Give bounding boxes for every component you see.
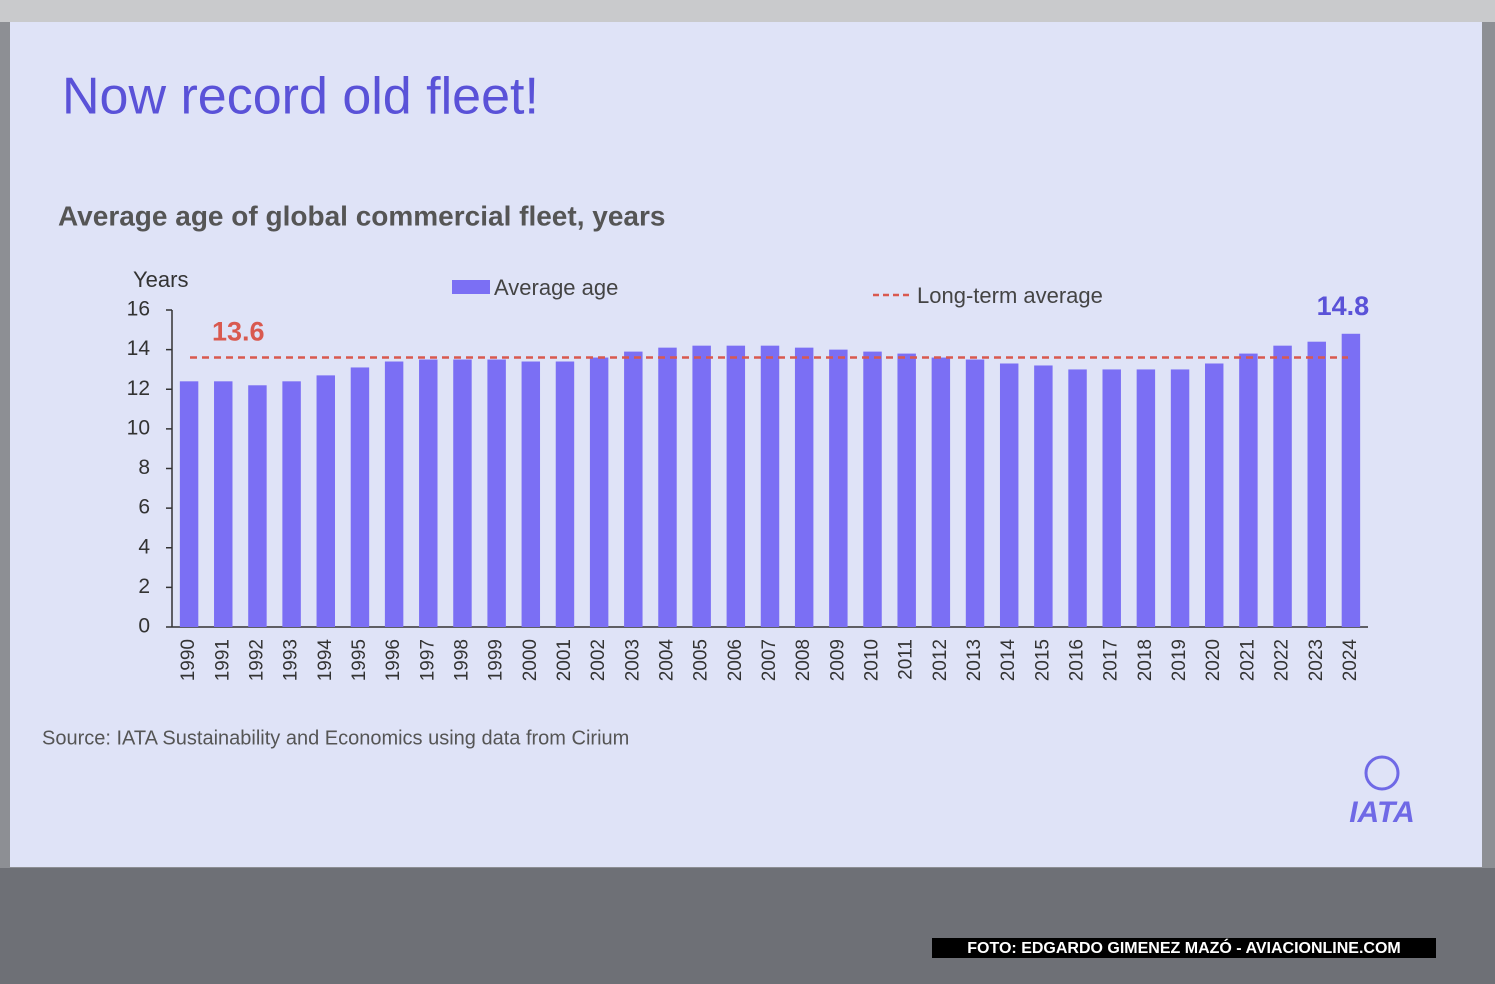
x-tick-label: 1995 (349, 639, 370, 681)
bar (1136, 369, 1156, 627)
bar (726, 345, 746, 627)
x-tick-label: 2003 (622, 639, 643, 681)
y-tick-label: 14 (127, 337, 151, 360)
room (0, 868, 1495, 984)
x-tick-label: 2021 (1237, 639, 1258, 681)
bar (897, 353, 916, 627)
bar (794, 347, 814, 627)
x-tick-label: 2019 (1169, 639, 1190, 681)
ceiling (0, 0, 1495, 22)
y-tick-label: 10 (127, 416, 150, 439)
bar (248, 385, 267, 627)
logo: IATA (1349, 796, 1415, 829)
bar (863, 351, 882, 627)
bar (316, 375, 335, 627)
x-tick-label: 1990 (178, 639, 199, 681)
bar (453, 359, 472, 627)
x-tick-label: 2004 (657, 639, 678, 682)
x-tick-label: 2011 (896, 639, 917, 680)
x-tick-label: 2002 (588, 639, 609, 681)
x-tick-label: 2000 (520, 639, 541, 681)
bar (1068, 369, 1087, 627)
x-tick-label: 1991 (212, 639, 233, 681)
bar (1205, 363, 1224, 627)
bar (760, 345, 780, 627)
bar (521, 361, 541, 627)
bar (1239, 353, 1258, 627)
slide-title: Now record old fleet! (62, 68, 539, 126)
bar (555, 361, 575, 627)
logo-globe (1364, 755, 1400, 791)
x-tick-label: 2018 (1135, 639, 1156, 681)
x-tick-label: 2007 (759, 639, 780, 681)
bar (384, 361, 404, 627)
x-tick-label: 2010 (862, 639, 883, 681)
x-tick-label: 2014 (998, 639, 1019, 682)
legend-label: Average age (494, 275, 618, 300)
x-tick-label: 1997 (417, 639, 438, 681)
x-tick-label: 2008 (793, 639, 814, 681)
x-tick-label: 2017 (1101, 639, 1122, 681)
bar (1170, 369, 1190, 627)
x-tick-label: 1992 (246, 639, 267, 681)
bar (931, 357, 951, 627)
x-tick-label: 1993 (281, 639, 302, 681)
x-tick-label: 2006 (725, 639, 746, 681)
y-tick-label: 6 (138, 496, 150, 519)
bar (965, 359, 985, 627)
y-tick-label: 2 (138, 575, 150, 598)
y-axis-label: Years (133, 267, 188, 292)
x-tick-label: 1996 (383, 639, 404, 681)
bar (487, 359, 506, 627)
bar (1102, 369, 1121, 627)
bar (1034, 365, 1053, 627)
bar (589, 357, 609, 627)
bar (999, 363, 1019, 627)
bar (419, 359, 438, 627)
data-label: 14.8 (1317, 291, 1370, 321)
bar (624, 351, 643, 627)
legend-swatch (452, 280, 490, 294)
reference-label: 13.6 (212, 317, 265, 347)
y-tick-label: 8 (138, 456, 150, 479)
x-tick-label: 2013 (964, 639, 985, 681)
x-tick-label: 1998 (451, 639, 472, 681)
chart-title: Average age of global commercial fleet, … (58, 200, 665, 231)
x-tick-label: 2009 (827, 639, 848, 681)
bar (1341, 333, 1361, 627)
y-tick-label: 16 (127, 298, 150, 321)
bar (282, 381, 301, 627)
source: Source: IATA Sustainability and Economic… (42, 727, 629, 749)
bar (1307, 341, 1326, 627)
bar (1273, 345, 1292, 627)
bar (692, 345, 711, 627)
bar (829, 349, 848, 627)
legend-label: Long-term average (917, 283, 1103, 308)
y-tick-label: 0 (138, 615, 150, 638)
x-tick-label: 2023 (1306, 639, 1327, 681)
x-tick-label: 2016 (1067, 639, 1088, 681)
bar (658, 347, 677, 627)
x-tick-label: 2015 (1032, 639, 1053, 681)
bar (214, 381, 233, 627)
x-tick-label: 1999 (486, 639, 507, 681)
x-tick-label: 2020 (1203, 639, 1224, 681)
watermark-bg (932, 938, 1436, 958)
x-tick-label: 2012 (930, 639, 951, 681)
y-tick-label: 4 (138, 535, 150, 558)
x-tick-label: 1994 (315, 639, 336, 682)
y-tick-label: 12 (127, 377, 150, 400)
x-tick-label: 2022 (1272, 639, 1293, 681)
x-tick-label: 2005 (691, 639, 712, 681)
bar (179, 381, 199, 627)
bar (350, 367, 370, 627)
x-tick-label: 2001 (554, 639, 575, 681)
watermark: FOTO: EDGARDO GIMENEZ MAZÓ - AVIACIONLIN… (967, 938, 1400, 957)
x-tick-label: 2024 (1340, 639, 1361, 682)
